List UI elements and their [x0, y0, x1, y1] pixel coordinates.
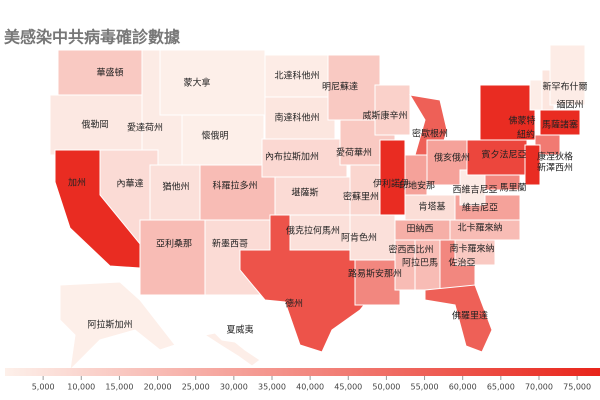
state-label: 堪薩斯: [291, 187, 318, 199]
state-label: 南卡羅來納: [449, 243, 494, 255]
state-label: 威斯康辛州: [362, 110, 407, 122]
state-label: 佛羅里達: [452, 310, 488, 322]
state-label: 夏威夷: [226, 324, 253, 336]
state-label: 懷俄明: [201, 130, 228, 142]
state-label: 佐治亞: [448, 257, 475, 269]
state-label: 馬薩諸塞: [542, 119, 578, 131]
state-label: 北卡羅來納: [457, 222, 502, 234]
state-region: [374, 84, 411, 136]
state-label: 俄克拉何馬州: [286, 225, 340, 237]
state-label: 愛達荷州: [127, 122, 163, 134]
state-label: 田納西: [406, 223, 433, 235]
state-region: [524, 144, 541, 186]
state-label: 新墨西哥: [212, 238, 248, 250]
state-label: 西維吉尼亞: [452, 184, 497, 196]
state-region: [424, 284, 493, 353]
state-label: 科羅拉多州: [212, 180, 257, 192]
state-label: 猶他州: [162, 181, 189, 193]
legend-tick-label: 30,000: [220, 383, 248, 392]
state-label: 馬里蘭: [499, 182, 526, 194]
state-label: 阿肯色州: [341, 232, 377, 244]
state-label: 加州: [68, 178, 86, 189]
state-label: 紐約: [517, 129, 535, 141]
state-label: 阿拉斯加州: [87, 319, 132, 331]
state-label: 蒙大拿: [183, 77, 210, 89]
state-label: 華盛頓: [96, 67, 123, 79]
state-label: 北達科他州: [274, 70, 319, 82]
legend-tick-label: 20,000: [144, 383, 172, 392]
state-label: 俄勒岡: [81, 119, 108, 131]
legend-tick-label: 35,000: [258, 383, 286, 392]
state-label: 伊利諾伊: [373, 178, 409, 190]
legend-tick-label: 5,000: [32, 383, 55, 392]
state-label: 密蘇里州: [343, 191, 379, 203]
state-label: 內布拉斯加州: [265, 151, 319, 163]
state-label: 明尼蘇達: [322, 81, 358, 93]
legend-tick-label: 10,000: [67, 383, 95, 392]
legend-tick-label: 40,000: [296, 383, 324, 392]
legend-bar: [5, 368, 600, 376]
legend-tick-label: 45,000: [334, 383, 362, 392]
state-label: 佛蒙特: [508, 115, 535, 127]
state-region: [239, 214, 381, 353]
legend-tick-label: 75,000: [563, 383, 591, 392]
state-label: 南達科他州: [274, 112, 319, 124]
legend-tick-label: 65,000: [487, 383, 515, 392]
state-label: 俄亥俄州: [434, 152, 470, 164]
state-label: 阿拉巴馬: [402, 257, 438, 269]
state-label: 維吉尼亞: [462, 202, 498, 214]
state-label: 亞利桑那: [156, 238, 192, 250]
state-region: [59, 281, 176, 372]
state-region: [379, 139, 406, 216]
state-label: 新罕布什爾: [542, 81, 587, 93]
legend-tick-label: 60,000: [449, 383, 477, 392]
legend-tick-label: 25,000: [182, 383, 210, 392]
state-label: 密歇根州: [412, 128, 448, 140]
state-region: [181, 114, 265, 171]
state-region: [549, 44, 586, 106]
map-title: 美感染中共病毒確診數據: [4, 28, 181, 47]
state-label: 肯塔基: [418, 201, 445, 213]
state-region: [203, 332, 261, 367]
state-region: [529, 79, 543, 111]
state-label: 康涅狄格: [537, 151, 573, 163]
legend-tick-label: 70,000: [525, 383, 553, 392]
legend-tick-label: 50,000: [372, 383, 400, 392]
state-label: 內華達: [116, 178, 143, 190]
state-region: [139, 219, 206, 296]
state-region: [159, 49, 266, 116]
state-label: 德州: [285, 298, 303, 310]
legend-tick-label: 55,000: [411, 383, 439, 392]
state-label: 密西西比州: [388, 244, 433, 256]
state-label: 愛荷華州: [336, 147, 372, 159]
state-label: 緬因州: [556, 99, 583, 111]
state-label: 路易斯安那州: [348, 268, 402, 280]
state-label: 新澤西州: [537, 162, 573, 174]
legend-tick-label: 15,000: [105, 383, 133, 392]
state-region: [354, 259, 401, 306]
state-label: 印地安那: [399, 180, 435, 192]
state-region: [539, 109, 581, 136]
state-label: 賓夕法尼亞: [481, 149, 526, 161]
